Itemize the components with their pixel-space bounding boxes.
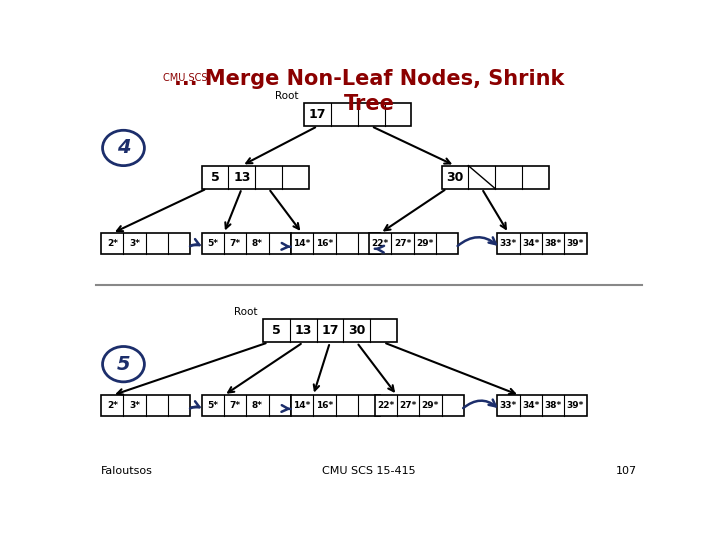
Bar	[498, 233, 587, 254]
Bar	[498, 395, 587, 416]
Text: 3*: 3*	[129, 401, 140, 410]
Text: 4: 4	[117, 138, 130, 158]
Text: 8*: 8*	[252, 239, 263, 248]
Text: 8*: 8*	[252, 401, 263, 410]
Text: 7*: 7*	[230, 401, 240, 410]
Text: 2*: 2*	[107, 239, 118, 248]
Bar	[291, 395, 380, 416]
Bar	[374, 395, 464, 416]
Text: 22*: 22*	[377, 401, 395, 410]
Text: 33*: 33*	[500, 239, 517, 248]
Text: CMU SCS 15-415: CMU SCS 15-415	[322, 467, 416, 476]
Bar	[291, 233, 380, 254]
Bar	[305, 103, 411, 126]
Text: 34*: 34*	[522, 401, 539, 410]
Text: 38*: 38*	[544, 239, 562, 248]
Text: 16*: 16*	[316, 239, 333, 248]
Ellipse shape	[102, 130, 145, 166]
Text: Tree: Tree	[343, 94, 395, 114]
Ellipse shape	[102, 347, 145, 382]
Text: 29*: 29*	[416, 239, 433, 248]
Bar	[101, 395, 190, 416]
Text: 5*: 5*	[207, 401, 218, 410]
Text: 27*: 27*	[394, 239, 411, 248]
Text: Root: Root	[234, 307, 258, 318]
Text: 5: 5	[272, 325, 281, 338]
Text: 13: 13	[233, 171, 251, 184]
Text: CMU SCS: CMU SCS	[163, 73, 207, 83]
Text: 22*: 22*	[372, 239, 389, 248]
Text: 5: 5	[211, 171, 220, 184]
Text: 14*: 14*	[293, 239, 311, 248]
Text: 38*: 38*	[544, 401, 562, 410]
Text: 29*: 29*	[422, 401, 439, 410]
Text: Faloutsos: Faloutsos	[101, 467, 153, 476]
Text: 2*: 2*	[107, 401, 118, 410]
Text: 27*: 27*	[400, 401, 417, 410]
Text: 39*: 39*	[567, 401, 584, 410]
Bar	[369, 233, 459, 254]
Text: 5: 5	[117, 355, 130, 374]
Bar	[101, 233, 190, 254]
Text: 34*: 34*	[522, 239, 539, 248]
Text: 5*: 5*	[207, 239, 218, 248]
Text: 33*: 33*	[500, 401, 517, 410]
Text: 16*: 16*	[316, 401, 333, 410]
Bar	[202, 233, 291, 254]
Text: 14*: 14*	[293, 401, 311, 410]
Text: 13: 13	[294, 325, 312, 338]
Text: 7*: 7*	[230, 239, 240, 248]
Bar	[263, 320, 397, 342]
Bar	[202, 166, 309, 188]
Text: 39*: 39*	[567, 239, 584, 248]
Bar	[441, 166, 549, 188]
Bar	[202, 395, 291, 416]
Text: 3*: 3*	[129, 239, 140, 248]
Text: 30: 30	[446, 171, 464, 184]
Text: 17: 17	[321, 325, 338, 338]
Text: 30: 30	[348, 325, 366, 338]
Text: 107: 107	[616, 467, 637, 476]
Text: Root: Root	[275, 91, 299, 101]
Text: 17: 17	[309, 108, 326, 121]
Text: ... Merge Non-Leaf Nodes, Shrink: ... Merge Non-Leaf Nodes, Shrink	[174, 69, 564, 89]
